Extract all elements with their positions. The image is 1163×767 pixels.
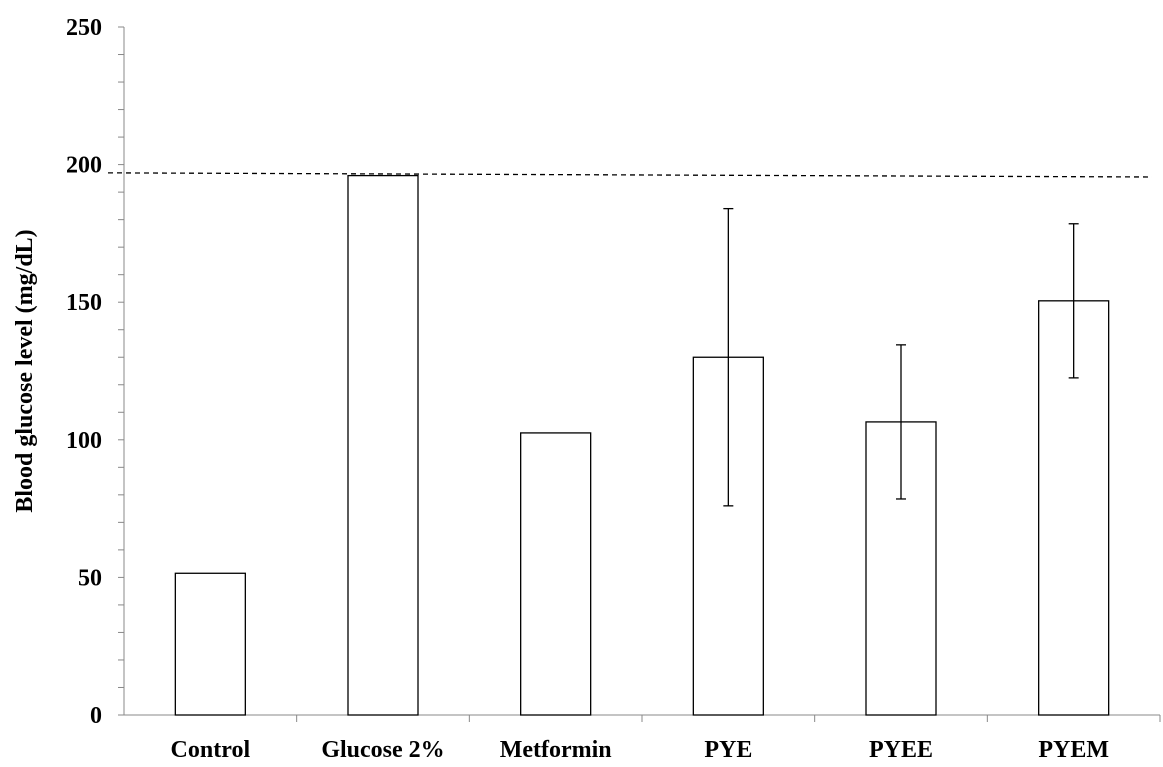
y-tick-label: 150 [66, 290, 102, 316]
x-axis: Control Glucose 2% Metformin PYE PYEE PYEM [124, 714, 1161, 763]
y-tick-label: 0 [90, 703, 102, 729]
y-tick-label: 250 [66, 15, 102, 41]
x-category-label: Control [171, 737, 251, 763]
x-category-label: PYEE [869, 737, 933, 763]
x-category-label: Metformin [500, 737, 612, 763]
reference-dashed-line [107, 172, 1153, 178]
bars [174, 174, 1110, 716]
bar [347, 174, 419, 716]
y-axis-title: Blood glucose level (mg/dL) [12, 229, 38, 512]
x-category-label: PYE [704, 737, 752, 763]
reference-line-group [107, 172, 1153, 178]
x-category-label: Glucose 2% [321, 737, 444, 763]
y-tick-label: 200 [66, 153, 102, 179]
y-tick-label: 100 [66, 428, 102, 454]
error-bars [723, 207, 1079, 507]
y-axis: 0 50 100 150 200 250 [66, 15, 125, 729]
y-tick-label: 50 [78, 565, 102, 591]
bar [520, 432, 592, 716]
bar [174, 572, 246, 716]
x-category-label: PYEM [1038, 737, 1109, 763]
